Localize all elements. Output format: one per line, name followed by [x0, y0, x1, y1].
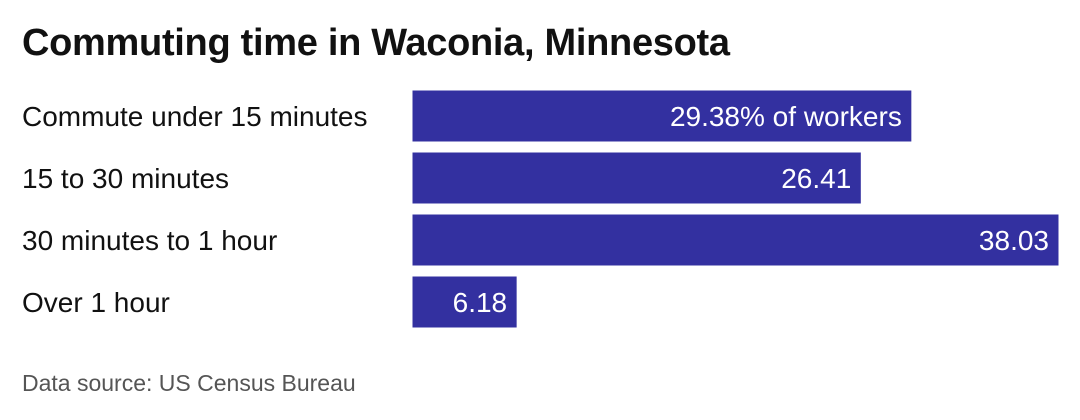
value-label: 29.38% of workers [670, 101, 902, 132]
category-label: Over 1 hour [22, 287, 170, 318]
bar [411, 89, 913, 143]
bar [411, 151, 862, 205]
category-label: 15 to 30 minutes [22, 163, 229, 194]
bar [411, 213, 1060, 267]
data-source-note: Data source: US Census Bureau [22, 370, 356, 396]
value-label: 6.18 [453, 287, 508, 318]
category-label: 30 minutes to 1 hour [22, 225, 277, 256]
bars-group: Commute under 15 minutes 29.38% of worker… [22, 89, 1060, 329]
value-label: 38.03 [979, 225, 1049, 256]
value-label: 26.41 [781, 163, 851, 194]
bar [411, 275, 518, 329]
chart-title: Commuting time in Waconia, Minnesota [22, 22, 730, 64]
category-label: Commute under 15 minutes [22, 101, 368, 132]
